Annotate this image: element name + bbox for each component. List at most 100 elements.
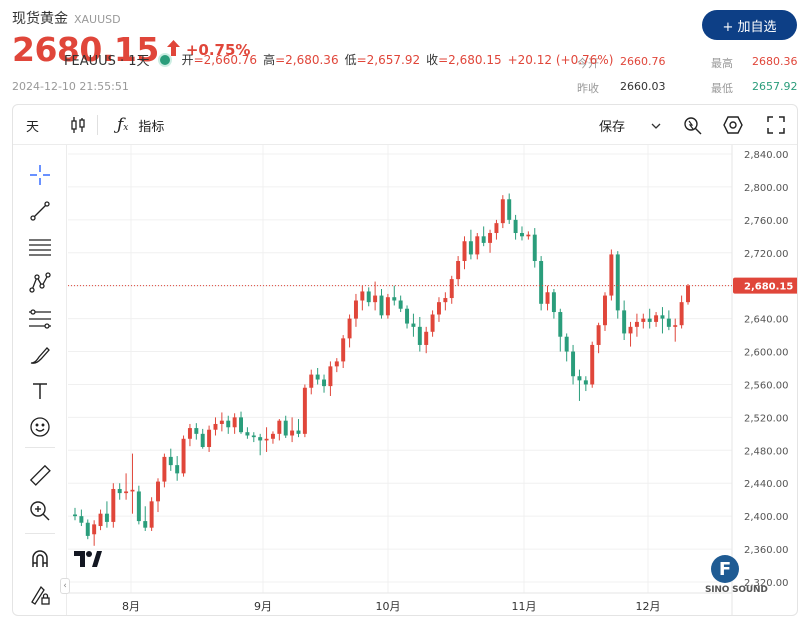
candle-body xyxy=(207,429,212,448)
candle-body xyxy=(92,524,97,535)
candle-body xyxy=(411,323,416,327)
last-price-label: 2,680.15 xyxy=(744,282,793,293)
horizontal-lines-icon[interactable] xyxy=(26,233,54,261)
legend-change: +20.12 (+0.76%) xyxy=(507,52,614,67)
fib-retracement-icon[interactable] xyxy=(26,305,54,333)
y-tick-label: 2,720.00 xyxy=(744,249,789,260)
candlestick-chart[interactable]: 2,840.002,800.002,760.002,720.002,680.00… xyxy=(68,145,798,616)
pattern-tool-icon[interactable] xyxy=(26,269,54,297)
candle-body xyxy=(590,344,595,385)
lock-drawing-icon[interactable] xyxy=(26,581,54,609)
candle-body xyxy=(443,298,448,303)
candle-body xyxy=(124,491,129,494)
candle-body xyxy=(117,488,122,494)
indicators-label: 指标 xyxy=(138,119,165,135)
candle-body xyxy=(187,428,192,439)
legend-open-eq: = xyxy=(193,52,204,67)
ruler-icon[interactable] xyxy=(26,461,54,489)
zoom-in-icon[interactable] xyxy=(26,497,54,525)
candle-body xyxy=(328,366,333,387)
candle-body xyxy=(500,199,505,224)
function-icon: ƒx xyxy=(117,115,129,135)
candle-body xyxy=(449,279,454,299)
current-price: 2680.15 xyxy=(12,30,159,69)
legend-low: 2,657.92 xyxy=(366,52,421,67)
candle-body xyxy=(603,295,607,326)
publisher-logo-icon: F xyxy=(711,555,739,583)
candle-body xyxy=(424,331,429,345)
y-tick-label: 2,800.00 xyxy=(744,183,789,194)
sidebar-divider xyxy=(25,447,55,448)
candle-body xyxy=(456,261,461,280)
candle-body xyxy=(98,513,103,527)
candle-body xyxy=(462,241,467,261)
candle-body xyxy=(283,420,288,436)
candle-body xyxy=(149,501,154,528)
quote-timestamp: 2024-12-10 21:55:51 xyxy=(12,80,129,93)
candle-body xyxy=(213,423,218,430)
candle-body xyxy=(302,387,307,434)
chevron-down-icon xyxy=(651,118,661,133)
candle-body xyxy=(634,321,639,327)
emoji-icon[interactable] xyxy=(26,413,54,441)
y-tick-label: 2,520.00 xyxy=(744,413,789,424)
y-tick-label: 2,320.00 xyxy=(744,578,789,589)
candle-body xyxy=(564,336,569,352)
collapse-toolbar-button[interactable]: ‹ xyxy=(60,578,70,594)
text-tool-icon[interactable] xyxy=(26,377,54,405)
candle-body xyxy=(347,318,352,339)
candle-body xyxy=(551,292,556,313)
candle-body xyxy=(175,465,180,474)
candle-body xyxy=(666,318,671,327)
candle-body xyxy=(143,521,148,528)
candle-body xyxy=(73,514,77,517)
candle-body xyxy=(430,314,435,332)
low-label: 最低 xyxy=(711,82,733,95)
indicators-button[interactable]: ƒx 指标 xyxy=(117,105,164,145)
candle-body xyxy=(686,285,690,303)
legend-low-eq: = xyxy=(356,52,367,67)
candle-body xyxy=(162,456,167,482)
crosshair-icon[interactable] xyxy=(26,161,54,189)
candle-body xyxy=(641,318,646,322)
legend-low-key: 低 xyxy=(344,53,357,67)
y-tick-label: 2,360.00 xyxy=(744,545,789,556)
candle-body xyxy=(156,481,160,502)
candle-body xyxy=(309,374,314,388)
candle-body xyxy=(232,417,237,428)
candle-body xyxy=(130,489,135,492)
candle-body xyxy=(513,219,518,234)
trend-line-icon[interactable] xyxy=(26,197,54,225)
high-label: 最高 xyxy=(711,57,733,70)
candle-body xyxy=(194,428,199,434)
candle-body xyxy=(615,254,620,311)
candle-body xyxy=(168,456,173,466)
legend-open: 2,660.76 xyxy=(203,52,258,67)
fullscreen-icon[interactable] xyxy=(767,105,785,145)
candle-body xyxy=(532,234,537,261)
y-tick-label: 2,440.00 xyxy=(744,479,789,490)
up-arrow-icon xyxy=(166,39,180,60)
candle-body xyxy=(239,417,244,433)
brush-icon[interactable] xyxy=(26,341,54,369)
add-to-watchlist-button[interactable]: + 加自选 xyxy=(702,10,797,40)
quick-search-icon[interactable] xyxy=(683,105,703,145)
settings-icon[interactable] xyxy=(723,105,743,145)
candle-body xyxy=(475,236,480,255)
interval-selector[interactable]: 天 xyxy=(26,119,40,135)
y-tick-label: 2,560.00 xyxy=(744,380,789,391)
legend-close-eq: = xyxy=(438,52,449,67)
y-tick-label: 2,480.00 xyxy=(744,446,789,457)
price-row: 2680.15 +0.75% xyxy=(12,30,250,69)
candle-style-icon[interactable] xyxy=(69,105,87,145)
candle-body xyxy=(481,236,486,243)
save-button[interactable]: 保存 xyxy=(599,105,661,145)
drawing-tools-sidebar xyxy=(13,145,67,615)
magnet-icon[interactable] xyxy=(26,545,54,573)
legend-symbol: FEAUUS · 1天 xyxy=(64,54,150,69)
candle-body xyxy=(609,254,614,296)
legend-close-key: 收 xyxy=(426,53,439,67)
candle-body xyxy=(334,361,339,367)
candle-body xyxy=(660,315,665,319)
chart-widget: 天 ƒx 指标 保存 xyxy=(12,104,798,616)
